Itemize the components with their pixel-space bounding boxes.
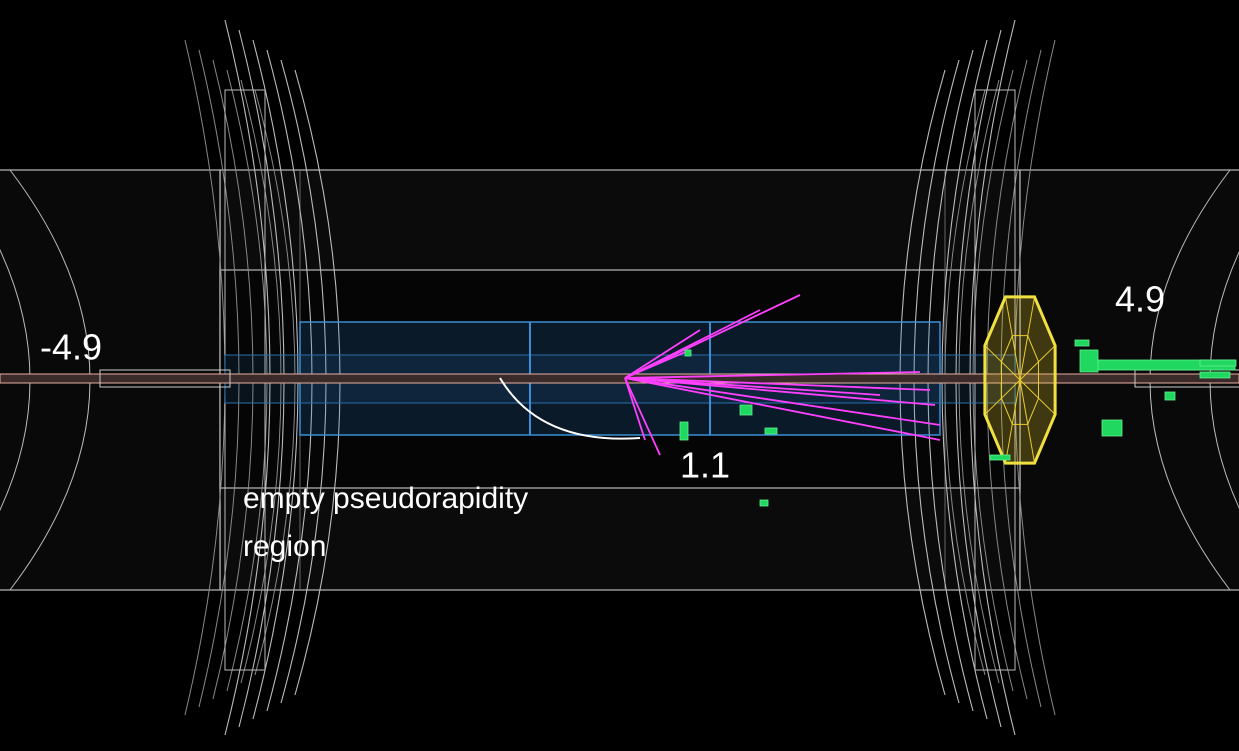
- deposit: [685, 350, 691, 356]
- deposit: [990, 455, 1010, 460]
- fcal: [985, 297, 1055, 463]
- deposit: [1200, 360, 1236, 366]
- deposit: [680, 422, 688, 440]
- deposit: [760, 500, 768, 506]
- annotation-line: region: [243, 530, 326, 563]
- deposit: [1080, 350, 1098, 372]
- annotation-line: empty pseudorapidity: [243, 482, 528, 515]
- eta-label-gap: 1.1: [680, 445, 730, 486]
- deposit: [1165, 392, 1175, 400]
- deposit: [1200, 372, 1230, 378]
- page: -4.9 4.9 1.1 empty pseudorapidity region…: [0, 0, 1239, 751]
- deposit: [1102, 420, 1122, 436]
- deposit: [740, 405, 752, 415]
- deposit: [765, 428, 777, 434]
- event-display: -4.9 4.9 1.1 empty pseudorapidity region: [0, 0, 1239, 751]
- eta-label-left: -4.9: [40, 327, 102, 368]
- eta-label-right: 4.9: [1115, 279, 1165, 320]
- deposit: [1075, 340, 1089, 346]
